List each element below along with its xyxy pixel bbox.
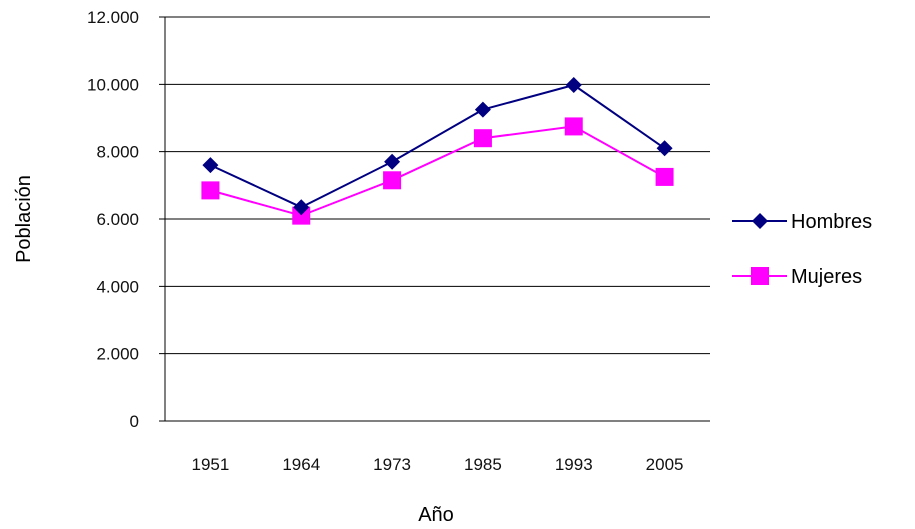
y-tick-label: 12.000 bbox=[87, 8, 139, 27]
data-point-mujeres bbox=[292, 206, 311, 225]
legend-label-hombres: Hombres bbox=[791, 211, 872, 233]
y-axis-title: Población bbox=[13, 175, 35, 263]
x-tick-label: 1993 bbox=[555, 455, 593, 474]
x-axis-title: Año bbox=[418, 504, 454, 526]
x-tick-label: 1951 bbox=[192, 455, 230, 474]
y-tick-labels: 0 2.000 4.000 6.000 8.000 10.000 12.000 bbox=[87, 8, 139, 431]
legend-marker-mujeres bbox=[751, 267, 769, 285]
data-point-hombres bbox=[384, 153, 401, 170]
series-line-mujeres bbox=[210, 125, 666, 217]
data-point-hombres bbox=[293, 199, 310, 216]
y-tick-label: 2.000 bbox=[96, 345, 139, 364]
legend: Hombres Mujeres bbox=[732, 211, 872, 288]
y-tick-label: 4.000 bbox=[96, 277, 139, 296]
legend-item-hombres: Hombres bbox=[732, 211, 872, 233]
y-tick-label: 6.000 bbox=[96, 210, 139, 229]
y-tick-label: 8.000 bbox=[96, 143, 139, 162]
data-point-mujeres bbox=[564, 117, 583, 136]
x-tick-label: 1973 bbox=[373, 455, 411, 474]
x-tick-label: 1985 bbox=[464, 455, 502, 474]
series-markers bbox=[201, 77, 674, 225]
x-tick-label: 2005 bbox=[646, 455, 684, 474]
legend-label-mujeres: Mujeres bbox=[791, 266, 862, 288]
data-point-hombres bbox=[656, 140, 673, 157]
data-point-mujeres bbox=[383, 171, 402, 190]
gridlines bbox=[159, 16, 710, 422]
y-tick-label: 10.000 bbox=[87, 75, 139, 94]
data-point-hombres bbox=[474, 101, 491, 118]
x-tick-label: 1964 bbox=[282, 455, 320, 474]
data-point-hombres bbox=[565, 77, 582, 94]
y-tick-label: 0 bbox=[130, 412, 139, 431]
legend-marker-hombres bbox=[752, 213, 768, 229]
data-point-mujeres bbox=[201, 181, 220, 200]
series-line-hombres bbox=[209, 83, 666, 209]
data-point-hombres bbox=[202, 157, 219, 174]
data-point-mujeres bbox=[655, 167, 674, 186]
series-lines bbox=[209, 83, 666, 217]
data-point-mujeres bbox=[473, 129, 492, 148]
x-tick-labels: 1951 1964 1973 1985 1993 2005 bbox=[192, 455, 684, 474]
legend-item-mujeres: Mujeres bbox=[732, 266, 862, 288]
